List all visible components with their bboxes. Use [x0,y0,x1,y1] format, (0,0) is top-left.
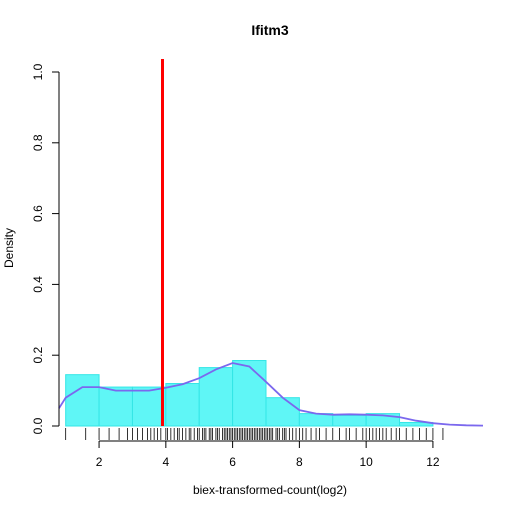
x-tick-label-5: 12 [426,455,440,469]
histogram-bar-8 [298,413,334,427]
y-tick-label-3: 0.6 [31,205,45,222]
x-axis-label: biex-transformed-count(log2) [193,483,347,497]
y-axis-label: Density [2,228,16,268]
x-tick-label-0: 2 [96,455,103,469]
y-tick-label-4: 0.8 [31,134,45,151]
histogram-bar-7 [265,397,300,427]
histogram-bar-4 [165,383,200,427]
y-axis: 0.0 0.2 0.4 0.6 0.8 1.0 [31,63,60,434]
histogram-bar-5 [198,367,234,427]
x-tick-label-1: 4 [162,455,169,469]
density-curve [58,362,484,427]
y-tick-label-5: 1.0 [31,63,45,80]
y-tick-label-1: 0.2 [31,347,45,364]
chart-title: Ifitm3 [251,22,289,38]
histogram-bar-6 [232,360,267,427]
histogram-bar-3 [131,386,167,427]
x-tick-label-3: 8 [296,455,303,469]
y-tick-label-0: 0.0 [31,417,45,434]
x-tick-label-2: 6 [229,455,236,469]
histogram-bar-1 [65,374,100,427]
x-tick-label-4: 10 [359,455,373,469]
density-curve-group [58,362,484,427]
rug-marks [65,428,444,440]
histogram-bars [65,360,434,427]
y-tick-label-2: 0.4 [31,276,45,293]
histogram-bar-11 [399,421,434,427]
histogram-bar-9 [332,414,367,427]
histogram-bar-2 [98,386,133,427]
x-axis: 2 4 6 8 10 12 [96,440,440,469]
